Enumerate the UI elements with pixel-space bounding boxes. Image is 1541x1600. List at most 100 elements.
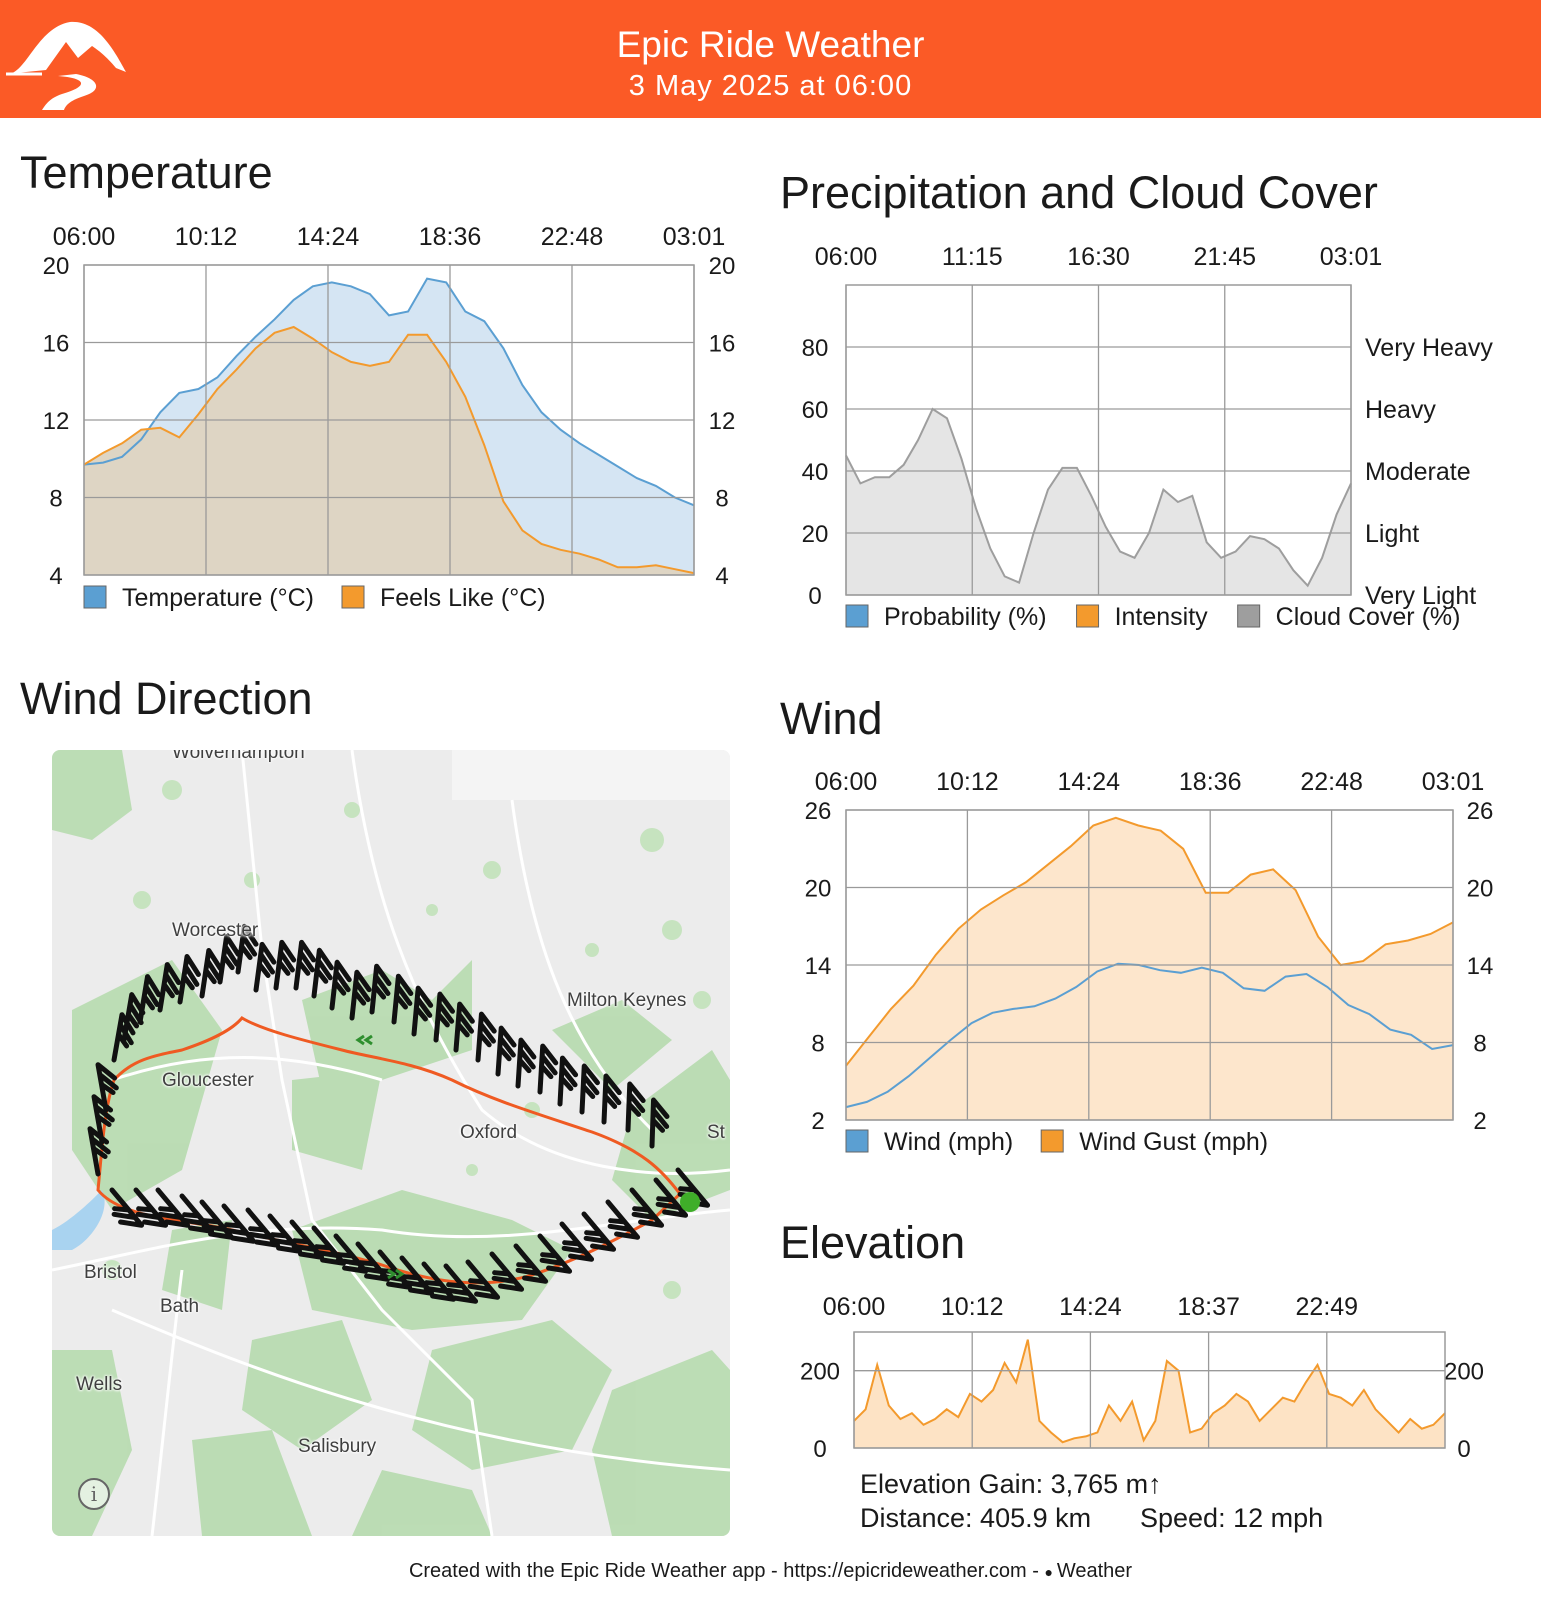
temperature-legend-swatch — [341, 585, 365, 609]
temperature-series-1-line — [83, 325, 695, 575]
wind-barb — [537, 1043, 559, 1095]
precipitation-x-tick-label: 11:15 — [942, 243, 1003, 271]
info-icon[interactable]: i — [78, 1478, 110, 1510]
precipitation-legend-label: Intensity — [1115, 603, 1209, 631]
wind-barb — [465, 1259, 501, 1300]
precipitation-intensity-label: Very Heavy — [1365, 334, 1493, 362]
wind-barb — [217, 933, 241, 985]
wind-barb — [581, 1211, 617, 1252]
temperature-title: Temperature — [20, 147, 273, 198]
wind-x-tick-label: 18:36 — [1179, 768, 1242, 796]
speed: Speed: 12 mph — [1140, 1503, 1324, 1533]
temperature-y-tick-label-right: 20 — [709, 253, 736, 280]
temperature-legend-swatch — [83, 585, 107, 609]
wind-barb — [91, 1094, 115, 1145]
wind-y-tick-label-right: 14 — [1467, 953, 1494, 980]
apple-logo-icon: ● — [1044, 1564, 1057, 1580]
temperature-y-tick-label: 4 — [49, 563, 62, 590]
mountain-road-icon — [6, 21, 126, 110]
ride-date: 3 May 2025 at 06:00 — [628, 70, 913, 102]
wind-barb — [311, 1225, 347, 1266]
wind-barb — [421, 1261, 457, 1302]
wind-y-tick-label: 26 — [805, 798, 832, 825]
elevation-x-tick-label: 14:24 — [1059, 1293, 1122, 1321]
wind-barb — [489, 1251, 525, 1292]
temperature-legend-label: Feels Like (°C) — [380, 584, 546, 612]
temperature-x-tick-label: 06:00 — [53, 223, 116, 251]
wind-title: Wind — [780, 693, 883, 744]
map-label-salisbury: Salisbury — [298, 1436, 377, 1457]
wind-legend-label: Wind Gust (mph) — [1079, 1128, 1268, 1156]
temperature-y-tick-label-right: 4 — [715, 563, 728, 590]
wind-y-tick-label-right: 2 — [1473, 1108, 1486, 1135]
wind-barb — [537, 1233, 573, 1274]
precipitation-intensity-label: Light — [1365, 520, 1419, 548]
app-title: Epic Ride Weather — [616, 24, 925, 65]
precipitation-legend-label: Cloud Cover (%) — [1276, 603, 1461, 631]
wind-y-tick-label-right: 8 — [1473, 1031, 1486, 1058]
wind-barb — [653, 1177, 689, 1218]
wind-x-tick-label: 22:48 — [1300, 768, 1363, 796]
wind-legend-swatch — [1040, 1129, 1064, 1153]
precipitation-series-2-line — [845, 407, 1352, 588]
wind-y-tick-label: 8 — [811, 1031, 824, 1058]
wind-barb — [605, 1199, 641, 1240]
wind-direction-title: Wind Direction — [20, 673, 313, 724]
elevation-x-tick-label: 10:12 — [941, 1293, 1004, 1321]
precipitation-legend-label: Probability (%) — [884, 603, 1047, 631]
distance: Distance: 405.9 km — [860, 1503, 1092, 1533]
map-label-milton-keynes: Milton Keynes — [567, 990, 687, 1011]
wind-barb — [199, 948, 223, 999]
wind-barb — [559, 1221, 595, 1262]
wind-barb — [475, 1011, 497, 1063]
wind-y-tick-label: 2 — [811, 1108, 824, 1135]
wind-legend-label: Wind (mph) — [884, 1128, 1013, 1156]
wind-barb — [199, 1199, 235, 1240]
map-label-st: St — [707, 1122, 725, 1143]
elevation-gain: Elevation Gain: 3,765 m↑ — [860, 1469, 1162, 1499]
wind-barb — [177, 954, 201, 1005]
wind-x-tick-label: 03:01 — [1422, 768, 1485, 796]
map-label-oxford: Oxford — [460, 1122, 518, 1143]
wind-barb — [133, 1187, 169, 1228]
wind-barb — [311, 947, 334, 999]
wind-barb — [289, 1219, 325, 1260]
elevation-x-tick-label: 18:37 — [1177, 1293, 1240, 1321]
precipitation-series-2-area — [846, 409, 1351, 595]
wind-y-tick-label-right: 26 — [1467, 798, 1494, 825]
wind-barb — [235, 923, 259, 975]
wind-barb — [221, 1203, 257, 1244]
temperature-plot-frame — [83, 264, 695, 576]
temperature-y-tick-label: 8 — [49, 486, 62, 513]
route-map[interactable]: Wolverhampton Worcester Milton Keynes Gl… — [52, 750, 730, 1536]
temperature-series-0-line — [83, 277, 695, 507]
wind-x-tick-label: 14:24 — [1058, 768, 1121, 796]
temperature-y-tick-label-right: 16 — [709, 331, 736, 358]
footer-text: Created with the Epic Ride Weather app -… — [408, 1560, 1133, 1582]
temperature-y-tick-label-right: 8 — [715, 486, 728, 513]
wind-series-0-area — [846, 963, 1453, 1120]
precipitation-legend-swatch — [1076, 604, 1100, 628]
precipitation-x-tick-label: 06:00 — [815, 243, 878, 271]
elevation-plot-frame — [853, 1331, 1446, 1449]
wind-barb — [109, 1187, 145, 1228]
wind-barb — [355, 1241, 391, 1282]
wind-barb — [267, 1213, 303, 1254]
precipitation-intensity-label: Heavy — [1365, 396, 1436, 424]
wind-barb — [513, 1243, 549, 1284]
elevation-y-tick-label-right: 200 — [1444, 1359, 1484, 1386]
wind-y-tick-label-right: 20 — [1467, 876, 1494, 903]
temperature-x-tick-label: 03:01 — [663, 223, 726, 251]
wind-barb — [453, 1001, 475, 1053]
precipitation-legend-swatch — [845, 604, 869, 628]
wind-barb — [515, 1037, 537, 1089]
wind-barb — [557, 1055, 579, 1107]
footer: Created with the Epic Ride Weather app -… — [0, 1558, 1541, 1585]
wind-x-tick-label: 06:00 — [815, 768, 878, 796]
wind-series-0-line — [845, 962, 1454, 1109]
elevation-y-tick-label: 0 — [813, 1436, 826, 1463]
temperature-series-1-area — [84, 327, 694, 575]
wind-barb — [601, 1073, 622, 1125]
precipitation-plot-frame — [845, 284, 1352, 596]
wind-barb — [253, 941, 277, 993]
